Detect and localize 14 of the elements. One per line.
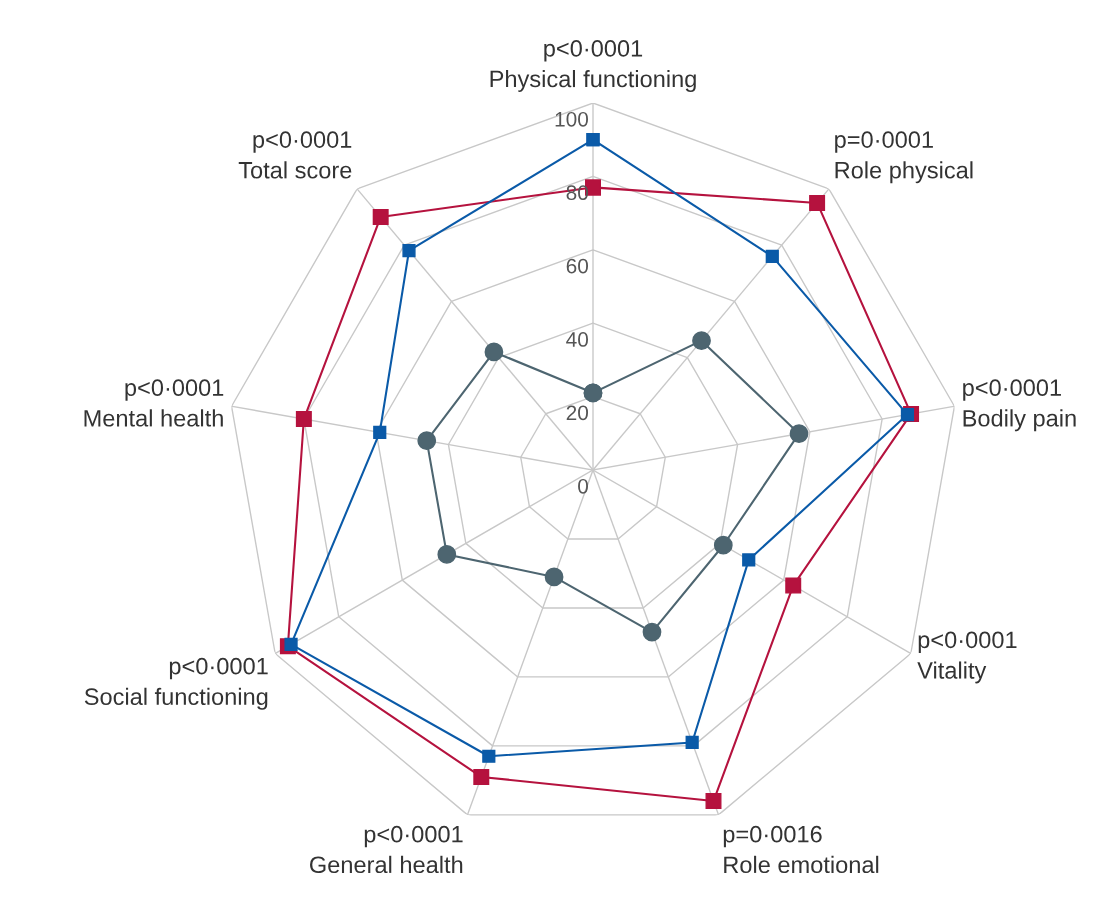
- spoke-label: p<0·0001 General health: [310, 825, 463, 874]
- spoke-label: p<0·0001 Social functioning: [84, 657, 268, 710]
- spoke-label: p<0·0001 Total score: [238, 131, 352, 179]
- y-tick-label: 100: [555, 111, 589, 127]
- y-tick-label: 20: [566, 405, 589, 421]
- spoke-label: p<0·0001 Physical functioning: [490, 40, 696, 92]
- y-tick-label: 40: [566, 332, 589, 347]
- y-tick-label: 0: [578, 478, 589, 494]
- spoke-label: p<0·0001 Mental health: [84, 379, 224, 427]
- spoke-label: p<0·0001 Bodily pain: [963, 379, 1076, 432]
- y-tick-label: 60: [566, 258, 589, 274]
- spoke-label: p<0·0001 Vitality: [917, 631, 1017, 684]
- spoke-label: p=0·0016 Role emotional: [723, 825, 879, 874]
- spoke-label: p=0·0001 Role physical: [835, 131, 973, 184]
